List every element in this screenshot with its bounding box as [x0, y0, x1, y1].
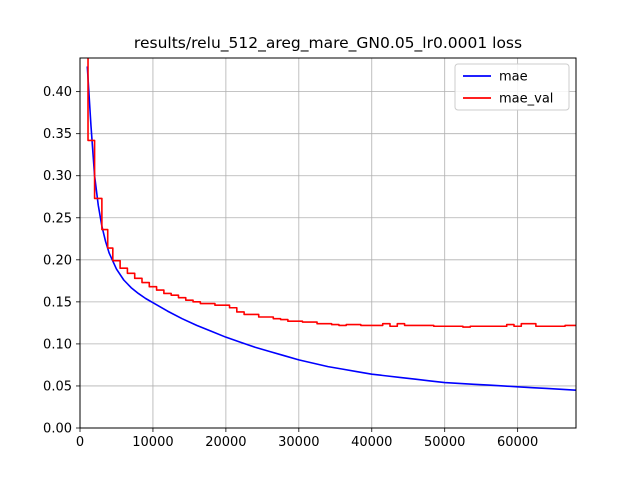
x-axis-ticks: 0 10000 20000 30000 40000 50000 60000 — [76, 428, 538, 450]
legend: mae mae_val — [454, 63, 570, 111]
y-tick-label: 0.15 — [43, 295, 72, 310]
x-tick-label: 0 — [76, 435, 84, 450]
x-tick-label: 50000 — [424, 435, 465, 450]
y-tick-label: 0.35 — [43, 127, 72, 142]
y-tick-label: 0.30 — [43, 169, 72, 184]
y-tick-label: 0.20 — [43, 253, 72, 268]
legend-label-mae-val: mae_val — [499, 92, 553, 107]
chart-title: results/relu_512_areg_mare_GN0.05_lr0.00… — [134, 34, 522, 53]
series-layer — [86, 58, 576, 391]
x-tick-label: 30000 — [278, 435, 319, 450]
series-line-mae — [86, 66, 576, 391]
plot-frame — [79, 57, 577, 429]
series-line-mae-val — [87, 58, 576, 328]
y-tick-label: 0.40 — [43, 85, 72, 100]
y-tick-label: 0.25 — [43, 211, 72, 226]
x-tick-label: 10000 — [132, 435, 173, 450]
axes-frame — [79, 57, 577, 429]
legend-label-mae: mae — [499, 70, 528, 85]
x-tick-label: 40000 — [351, 435, 392, 450]
y-tick-label: 0.10 — [43, 337, 72, 352]
y-tick-label: 0.00 — [43, 422, 72, 437]
x-tick-label: 60000 — [497, 435, 538, 450]
x-tick-label: 20000 — [205, 435, 246, 450]
y-tick-label: 0.05 — [43, 379, 72, 394]
y-axis-ticks: 0.00 0.05 0.10 0.15 0.20 0.25 0.30 0.35 0.40 — [43, 85, 80, 437]
